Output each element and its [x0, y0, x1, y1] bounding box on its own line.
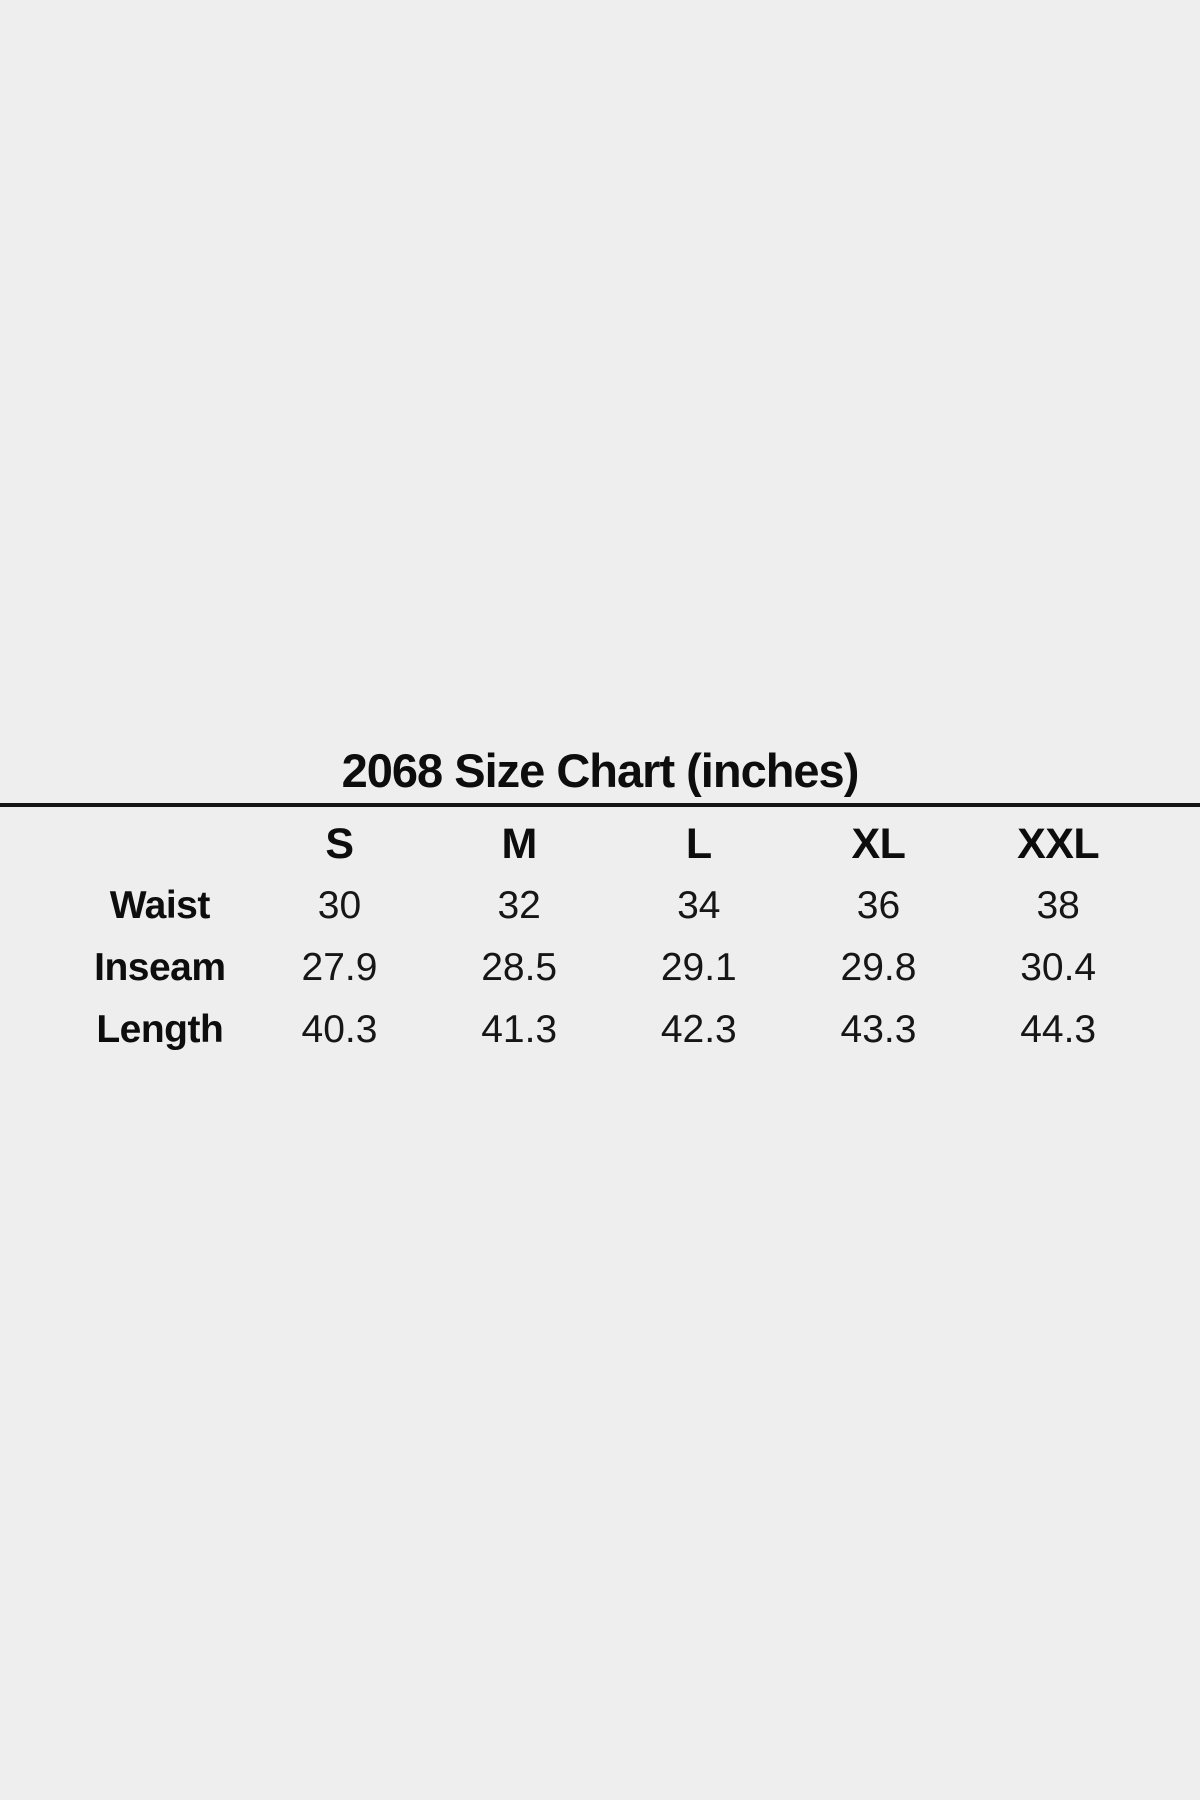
waist-value-xxl: 38	[1036, 884, 1080, 927]
inseam-value-xl: 29.8	[840, 946, 917, 989]
size-header-row: S M L XL XXL	[70, 813, 1148, 875]
waist-value-m: 32	[497, 884, 541, 927]
table-row-inseam: Inseam 27.9 28.5 29.1 29.8 30.4	[70, 937, 1148, 999]
title-divider-rule	[0, 803, 1200, 807]
table-row-length: Length 40.3 41.3 42.3 43.3 44.3	[70, 999, 1148, 1061]
length-value-m: 41.3	[481, 1008, 558, 1051]
length-value-s: 40.3	[301, 1008, 378, 1051]
column-header-xl: XL	[851, 819, 906, 868]
row-label-waist: Waist	[109, 884, 211, 927]
inseam-value-xxl: 30.4	[1020, 946, 1097, 989]
waist-value-l: 34	[677, 884, 721, 927]
column-header-m: M	[501, 819, 537, 868]
inseam-value-s: 27.9	[301, 946, 378, 989]
row-label-inseam: Inseam	[94, 946, 226, 989]
size-chart-table: S M L XL XXL Waist 30 32 34 36 38 Inseam…	[70, 813, 1148, 1061]
inseam-value-m: 28.5	[481, 946, 558, 989]
inseam-value-l: 29.1	[660, 946, 737, 989]
column-header-s: S	[325, 819, 354, 868]
column-header-xxl: XXL	[1017, 819, 1100, 868]
size-chart-title: 2068 Size Chart (inches)	[341, 744, 860, 797]
table-row-waist: Waist 30 32 34 36 38	[70, 875, 1148, 937]
length-value-l: 42.3	[660, 1008, 737, 1051]
waist-value-s: 30	[317, 884, 362, 927]
length-value-xxl: 44.3	[1020, 1008, 1097, 1051]
waist-value-xl: 36	[856, 884, 901, 927]
length-value-xl: 43.3	[840, 1008, 917, 1051]
column-header-l: L	[685, 819, 712, 868]
corner-cell	[70, 813, 250, 875]
row-label-length: Length	[96, 1008, 224, 1051]
